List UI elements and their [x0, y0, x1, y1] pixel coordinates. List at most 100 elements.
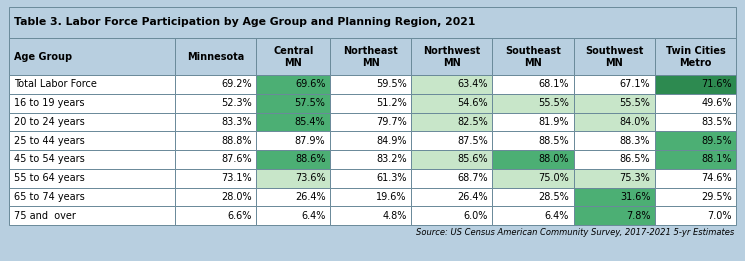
Text: 69.6%: 69.6%: [295, 79, 326, 90]
Text: 54.6%: 54.6%: [457, 98, 488, 108]
Text: 7.0%: 7.0%: [707, 211, 732, 221]
Bar: [574, 206, 655, 225]
Text: 88.1%: 88.1%: [701, 155, 732, 164]
Text: 75 and  over: 75 and over: [14, 211, 76, 221]
Bar: [175, 112, 256, 131]
Bar: [492, 187, 574, 206]
Bar: [574, 94, 655, 112]
Bar: [574, 187, 655, 206]
Bar: [574, 150, 655, 169]
Bar: [655, 38, 736, 75]
Text: 81.9%: 81.9%: [539, 117, 569, 127]
Bar: [9, 38, 175, 75]
Bar: [256, 169, 330, 187]
Bar: [655, 75, 736, 94]
Bar: [411, 94, 492, 112]
Bar: [9, 94, 175, 112]
Bar: [411, 38, 492, 75]
Text: 89.5%: 89.5%: [701, 136, 732, 146]
Bar: [256, 150, 330, 169]
Text: 28.5%: 28.5%: [539, 192, 569, 202]
Text: 84.9%: 84.9%: [376, 136, 407, 146]
Text: 19.6%: 19.6%: [376, 192, 407, 202]
Text: 29.5%: 29.5%: [701, 192, 732, 202]
Text: 83.3%: 83.3%: [221, 117, 252, 127]
Bar: [9, 206, 175, 225]
Bar: [330, 206, 411, 225]
Bar: [175, 131, 256, 150]
Text: 6.4%: 6.4%: [301, 211, 326, 221]
Bar: [411, 206, 492, 225]
Bar: [411, 187, 492, 206]
Bar: [175, 38, 256, 75]
Text: 88.6%: 88.6%: [295, 155, 326, 164]
Text: 45 to 54 years: 45 to 54 years: [14, 155, 85, 164]
Text: 82.5%: 82.5%: [457, 117, 488, 127]
Text: 69.2%: 69.2%: [221, 79, 252, 90]
Bar: [492, 150, 574, 169]
Bar: [256, 187, 330, 206]
Bar: [655, 131, 736, 150]
Text: 74.6%: 74.6%: [701, 173, 732, 183]
Bar: [574, 75, 655, 94]
Bar: [492, 94, 574, 112]
Text: Twin Cities
Metro: Twin Cities Metro: [665, 46, 726, 68]
Bar: [256, 206, 330, 225]
Bar: [411, 150, 492, 169]
Bar: [9, 75, 175, 94]
Text: 73.1%: 73.1%: [221, 173, 252, 183]
Text: 65 to 74 years: 65 to 74 years: [14, 192, 85, 202]
Text: 28.0%: 28.0%: [221, 192, 252, 202]
Bar: [492, 38, 574, 75]
Text: 68.1%: 68.1%: [539, 79, 569, 90]
Bar: [330, 38, 411, 75]
Bar: [256, 94, 330, 112]
Text: 88.0%: 88.0%: [539, 155, 569, 164]
Bar: [411, 169, 492, 187]
Text: 49.6%: 49.6%: [701, 98, 732, 108]
Text: Southeast
MN: Southeast MN: [505, 46, 561, 68]
Bar: [9, 112, 175, 131]
Text: 85.6%: 85.6%: [457, 155, 488, 164]
Text: 7.8%: 7.8%: [626, 211, 650, 221]
Bar: [411, 75, 492, 94]
Text: 31.6%: 31.6%: [620, 192, 650, 202]
Bar: [175, 94, 256, 112]
Text: 88.5%: 88.5%: [539, 136, 569, 146]
Bar: [330, 150, 411, 169]
Text: Northeast
MN: Northeast MN: [343, 46, 398, 68]
Text: 75.3%: 75.3%: [620, 173, 650, 183]
Text: 59.5%: 59.5%: [376, 79, 407, 90]
Bar: [574, 169, 655, 187]
Bar: [9, 131, 175, 150]
Text: 63.4%: 63.4%: [457, 79, 488, 90]
Text: 25 to 44 years: 25 to 44 years: [14, 136, 85, 146]
Text: 55.5%: 55.5%: [620, 98, 650, 108]
Text: 26.4%: 26.4%: [457, 192, 488, 202]
Bar: [175, 150, 256, 169]
Text: Age Group: Age Group: [14, 52, 72, 62]
Text: 83.2%: 83.2%: [376, 155, 407, 164]
Bar: [492, 131, 574, 150]
Bar: [655, 94, 736, 112]
Bar: [492, 75, 574, 94]
Text: 79.7%: 79.7%: [376, 117, 407, 127]
Text: Table 3. Labor Force Participation by Age Group and Planning Region, 2021: Table 3. Labor Force Participation by Ag…: [14, 17, 475, 27]
Text: 52.3%: 52.3%: [221, 98, 252, 108]
Bar: [655, 169, 736, 187]
Text: Southwest
MN: Southwest MN: [585, 46, 644, 68]
Text: 87.9%: 87.9%: [295, 136, 326, 146]
Bar: [492, 112, 574, 131]
Bar: [492, 169, 574, 187]
Text: 16 to 19 years: 16 to 19 years: [14, 98, 85, 108]
Bar: [330, 94, 411, 112]
Text: 57.5%: 57.5%: [294, 98, 326, 108]
Bar: [256, 75, 330, 94]
Bar: [9, 150, 175, 169]
Text: 6.0%: 6.0%: [463, 211, 488, 221]
Text: Minnesota: Minnesota: [187, 52, 244, 62]
Text: 6.6%: 6.6%: [228, 211, 252, 221]
Bar: [574, 112, 655, 131]
Bar: [330, 75, 411, 94]
Bar: [9, 187, 175, 206]
